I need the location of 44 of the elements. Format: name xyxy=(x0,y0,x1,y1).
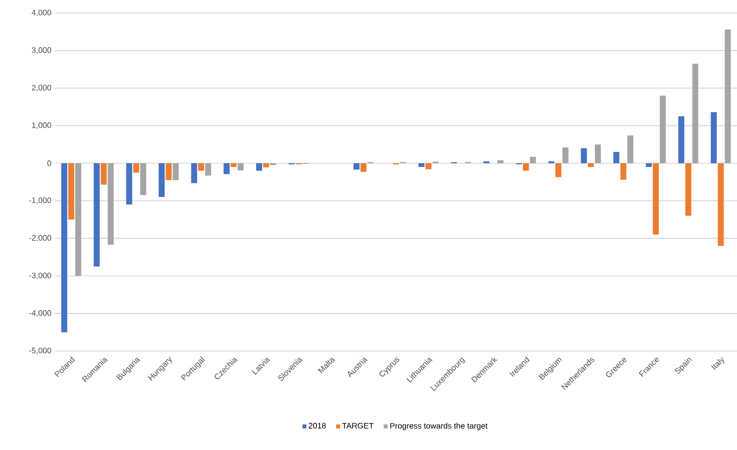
bar xyxy=(172,163,179,180)
bar xyxy=(94,163,100,266)
bar xyxy=(652,163,659,235)
bar xyxy=(594,144,601,164)
bar xyxy=(718,163,724,246)
bar xyxy=(620,163,626,180)
bar xyxy=(522,163,529,171)
bar xyxy=(562,147,568,164)
bar xyxy=(256,163,262,171)
bar xyxy=(710,112,717,164)
bar xyxy=(678,116,684,164)
bar xyxy=(530,156,536,164)
bar xyxy=(685,163,692,216)
bar xyxy=(224,163,230,174)
bar xyxy=(627,135,634,164)
bar xyxy=(354,163,360,170)
bar xyxy=(75,163,82,276)
bar xyxy=(191,163,198,184)
bar xyxy=(692,64,698,164)
bar xyxy=(660,96,666,164)
bar xyxy=(555,163,562,178)
bar xyxy=(360,163,367,172)
bar xyxy=(140,163,146,196)
bar xyxy=(100,163,107,185)
bar xyxy=(425,163,432,170)
bar xyxy=(126,163,132,205)
bar xyxy=(724,30,731,164)
bar xyxy=(205,163,212,176)
bar xyxy=(580,148,587,164)
bar xyxy=(646,163,652,167)
bar xyxy=(61,163,68,332)
bar xyxy=(108,163,114,245)
bar xyxy=(238,163,244,170)
bar xyxy=(263,163,270,168)
bar xyxy=(588,163,594,167)
bar xyxy=(613,152,620,164)
bar xyxy=(166,163,172,180)
bar xyxy=(497,160,504,164)
bar xyxy=(158,163,165,198)
bar xyxy=(198,163,204,171)
bar xyxy=(68,163,74,220)
bar xyxy=(230,163,237,167)
bar xyxy=(133,163,140,173)
bar xyxy=(418,163,424,167)
